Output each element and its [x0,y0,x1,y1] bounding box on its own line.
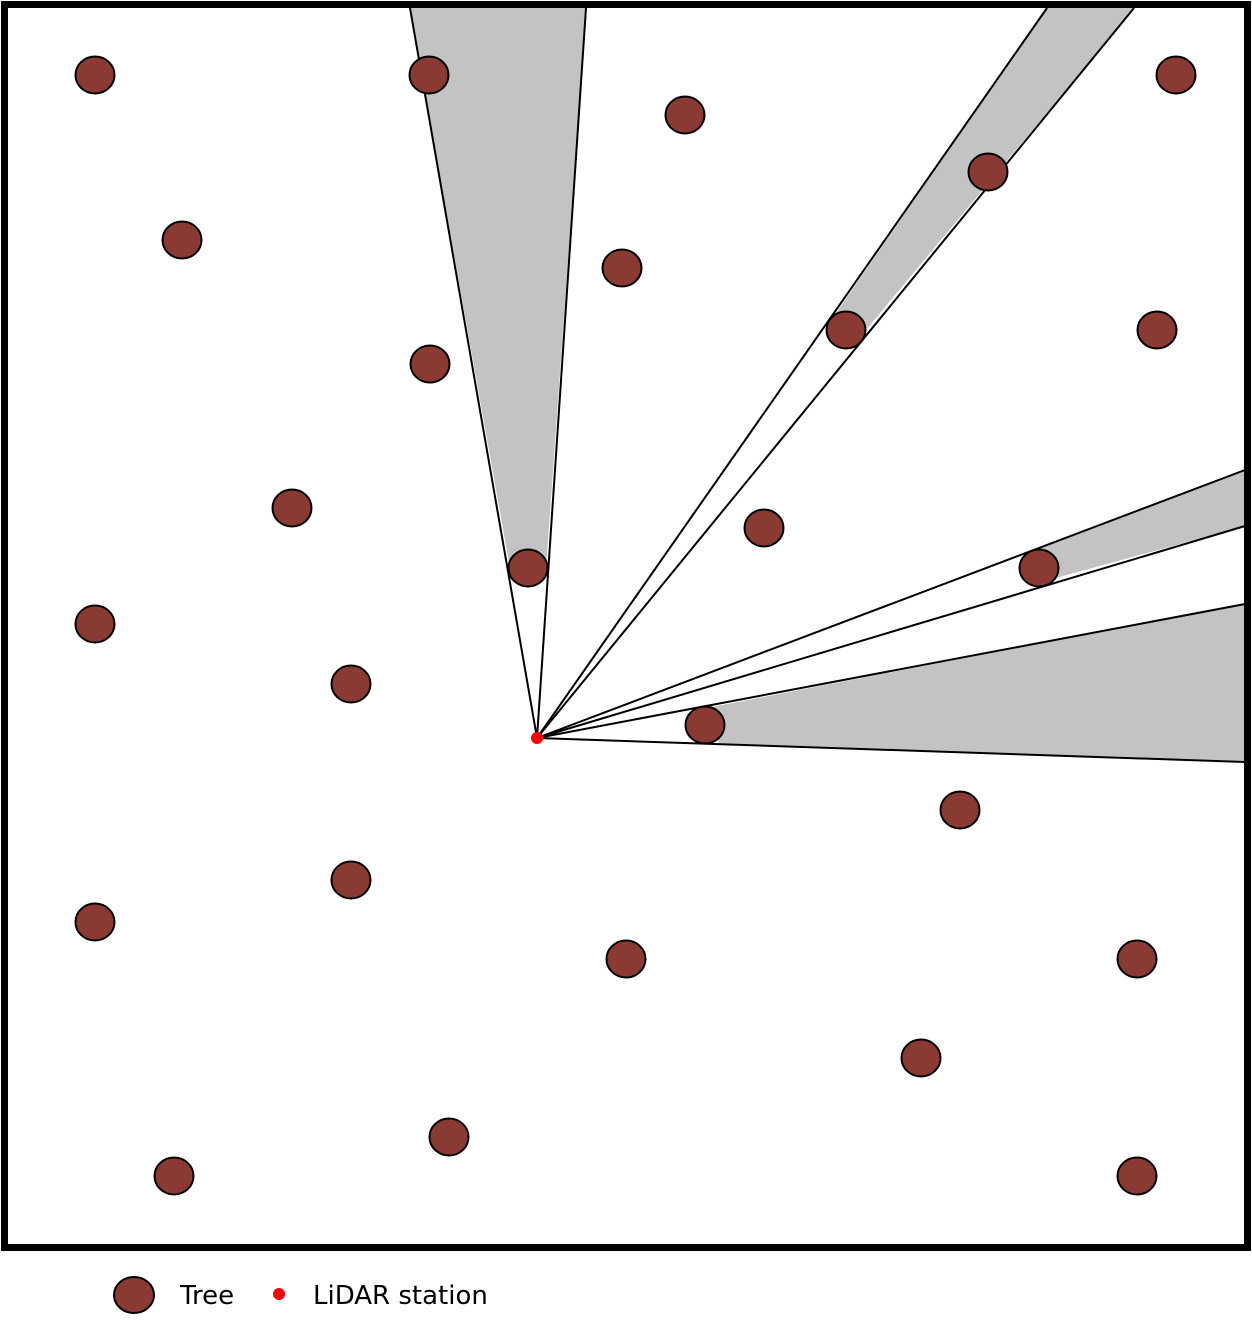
legend: Tree LiDAR station [113,1276,488,1314]
tree [967,152,1009,192]
tree [1155,55,1197,95]
tree [428,1117,470,1157]
sight-line [536,525,1246,739]
sight-line [409,7,538,739]
tree [409,344,451,384]
sight-line [536,7,1135,739]
tree [605,939,647,979]
legend-station-label: LiDAR station [313,1281,488,1311]
tree [743,508,785,548]
occlusion-shadows [410,8,1245,762]
tree [153,1156,195,1196]
tree [1136,310,1178,350]
sight-line [536,469,1246,739]
tree [74,604,116,644]
tree [900,1038,942,1078]
tree [507,548,549,588]
shadow-wedge-north [410,8,586,568]
sight-lines [409,7,1246,763]
legend-tree-label: Tree [179,1281,234,1311]
tree [74,902,116,942]
tree [1018,548,1060,588]
tree [601,248,643,288]
tree-circle-icon [113,1276,155,1314]
trees [74,55,1197,1196]
tree [330,664,372,704]
tree [271,488,313,528]
tree [684,705,726,745]
sight-line [536,737,1246,763]
tree [825,310,867,350]
shadow-wedge-east-lower [696,604,1245,762]
tree [664,95,706,135]
shadow-wedge-east [1030,470,1245,578]
tree [74,55,116,95]
plot-frame [1,1,1251,1251]
sight-line [536,603,1246,739]
tree [161,220,203,260]
sight-line [536,7,1048,739]
tree [1116,1156,1158,1196]
tree [1116,939,1158,979]
sight-line [536,7,587,739]
tree [330,860,372,900]
station-dot-icon [273,1288,285,1300]
tree [939,790,981,830]
tree [408,55,450,95]
lidar-station [531,732,543,744]
